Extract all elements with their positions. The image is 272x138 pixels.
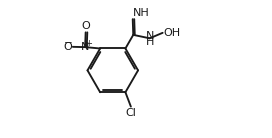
Text: O: O: [63, 42, 72, 52]
Text: N: N: [146, 31, 154, 41]
Text: +: +: [85, 39, 92, 48]
Text: −: −: [64, 38, 73, 48]
Text: Cl: Cl: [125, 108, 136, 118]
Text: OH: OH: [163, 28, 181, 38]
Text: H: H: [146, 37, 154, 47]
Text: O: O: [82, 21, 90, 31]
Text: N: N: [81, 42, 89, 52]
Text: NH: NH: [133, 8, 150, 18]
